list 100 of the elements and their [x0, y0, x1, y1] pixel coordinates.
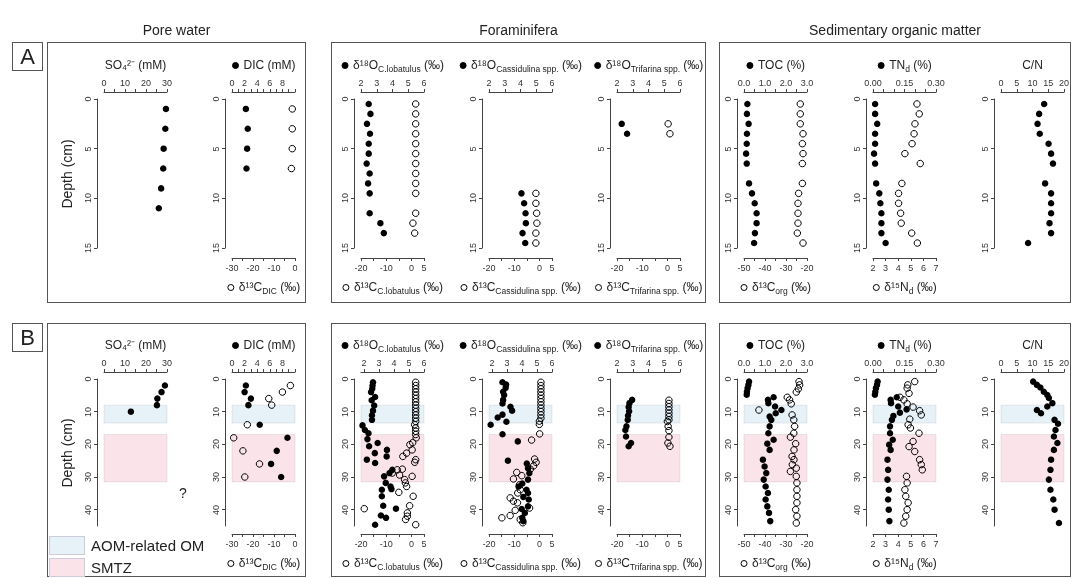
- y-axis-title: Depth (cm): [59, 417, 75, 488]
- x2-axis-title: DIC (mM): [242, 57, 296, 73]
- y-tick-label: 30: [83, 471, 93, 483]
- legend-label: AOM-related OM: [91, 537, 205, 554]
- x2-tick-label: 0.30: [927, 358, 945, 368]
- y-tick-label: 15: [723, 242, 733, 254]
- y-tick-label: 10: [211, 406, 221, 417]
- x-tick-label: 2: [870, 539, 876, 549]
- x-tick-label: -30: [225, 539, 239, 549]
- x2-tick-label: 0.00: [864, 358, 882, 368]
- y-tick-label: 20: [723, 439, 733, 450]
- y-tick-label: 0: [83, 96, 93, 102]
- x-tick-label: 15: [1043, 78, 1054, 88]
- y-tick-label: 5: [723, 146, 733, 152]
- x2-tick-label: 2.0: [779, 358, 793, 368]
- x2-tick-label: 3.0: [800, 358, 814, 368]
- x-tick-label: -20: [354, 539, 368, 549]
- x-tick-label: 2: [870, 263, 876, 273]
- y-tick-label: 10: [468, 406, 478, 417]
- x2-tick-label: 8: [279, 78, 285, 88]
- x-axis-title: δ¹³C$_{Trifarina spp.}$ (‰): [605, 279, 703, 299]
- x-tick-label: 3: [883, 263, 889, 273]
- x-tick-label: 20: [140, 78, 152, 88]
- y-tick-label: 20: [340, 439, 350, 450]
- x-tick-label: 0: [664, 539, 670, 549]
- y-tick-label: 10: [596, 406, 606, 417]
- y-tick-label: 10: [723, 406, 733, 417]
- y-tick-label: 10: [980, 406, 990, 417]
- y-tick-label: 20: [83, 439, 93, 450]
- x2-axis-title: TN$_{d}$ (%): [888, 337, 932, 357]
- x2-tick-label: 0.15: [895, 358, 914, 368]
- y-tick-label: 20: [852, 439, 862, 450]
- y-tick-label: 40: [596, 504, 606, 515]
- x-tick-label: -10: [507, 263, 521, 273]
- x-tick-label: 10: [1027, 358, 1038, 368]
- x-tick-label: -20: [610, 263, 624, 273]
- y-tick-label: 30: [852, 471, 862, 483]
- x2-axis-title: δ¹⁸O$_{Cassidulina spp.}$ (‰): [470, 337, 582, 357]
- x-tick-label: 15: [1043, 358, 1054, 368]
- text: B: [12, 323, 43, 352]
- x-tick-label: 5: [677, 539, 683, 549]
- y-tick-label: 15: [211, 242, 221, 254]
- x-axis-title: δ¹³C$_{Trifarina spp.}$ (‰): [605, 555, 703, 575]
- y-tick-label: 5: [211, 146, 221, 152]
- x-tick-label: 5: [908, 263, 914, 273]
- y-tick-label: 10: [211, 193, 221, 204]
- legend-label: SMTZ: [91, 559, 132, 576]
- y-tick-label: 30: [596, 471, 606, 483]
- x-tick-label: -10: [379, 539, 393, 549]
- x-tick-label: 20: [140, 358, 152, 368]
- x2-tick-label: 0.0: [737, 78, 751, 88]
- x-tick-label: -30: [225, 263, 239, 273]
- x-tick-label: 0: [664, 263, 670, 273]
- x2-axis-title: δ¹⁸O$_{C.lobatulus}$ (‰): [352, 57, 444, 77]
- x-tick-label: -20: [354, 263, 368, 273]
- y-tick-label: 10: [852, 406, 862, 417]
- x-tick-label: 7: [933, 263, 939, 273]
- y-tick-label: 0: [980, 376, 990, 382]
- x-tick-label: -40: [758, 263, 772, 273]
- y-tick-label: 5: [596, 146, 606, 152]
- x-tick-label: 10: [119, 78, 131, 88]
- x-tick-label: 0: [408, 263, 414, 273]
- x-tick-label: 20: [1058, 78, 1070, 88]
- y-tick-label: 0: [468, 96, 478, 102]
- y-tick-label: 40: [340, 504, 350, 515]
- x2-axis-title: δ¹⁸O$_{Trifarina spp.}$ (‰): [604, 337, 704, 357]
- x2-tick-label: 0.0: [737, 358, 751, 368]
- y-tick-label: 15: [980, 242, 990, 254]
- x-tick-label: 5: [549, 263, 555, 273]
- x-tick-label: 0: [292, 539, 298, 549]
- x-tick-label: 5: [421, 263, 427, 273]
- x-tick-label: 7: [933, 539, 939, 549]
- x2-axis-title: δ¹⁸O$_{Cassidulina spp.}$ (‰): [470, 57, 582, 77]
- y-tick-label: 0: [723, 376, 733, 382]
- y-tick-label: 10: [83, 406, 93, 417]
- y-tick-label: 30: [980, 471, 990, 483]
- x-tick-label: -20: [482, 539, 496, 549]
- x2-tick-label: 0.30: [927, 78, 945, 88]
- x-tick-label: 0: [292, 263, 298, 273]
- x-tick-label: -20: [246, 539, 260, 549]
- y-tick-label: 0: [596, 96, 606, 102]
- y-tick-label: 0: [211, 96, 221, 102]
- y-tick-label: 0: [723, 96, 733, 102]
- x-axis-title: C/N: [1022, 337, 1043, 353]
- y-tick-label: 0: [980, 96, 990, 102]
- y-tick-label: 15: [83, 242, 93, 254]
- y-tick-label: 0: [852, 96, 862, 102]
- x-axis-title: δ¹³C$_{org}$ (‰): [751, 555, 811, 575]
- x-tick-label: 0: [101, 78, 107, 88]
- y-tick-label: 15: [340, 242, 350, 254]
- x2-tick-label: 0.15: [895, 78, 914, 88]
- x2-tick-label: 8: [279, 358, 285, 368]
- y-tick-label: 10: [596, 193, 606, 204]
- x-axis-title: C/N: [1022, 57, 1043, 73]
- y-tick-label: 40: [980, 504, 990, 515]
- y-tick-label: 10: [83, 193, 93, 204]
- x-axis-title: δ¹³C$_{C.lobatulus}$ (‰): [352, 555, 444, 575]
- x-tick-label: -50: [737, 539, 751, 549]
- x2-axis-title: δ¹⁸O$_{Trifarina spp.}$ (‰): [604, 57, 704, 77]
- y-tick-label: 0: [852, 376, 862, 382]
